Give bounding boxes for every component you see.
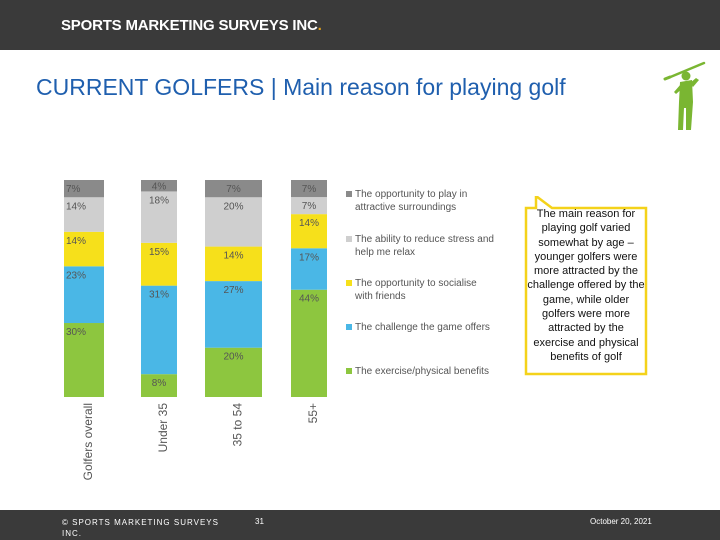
- brand-name: SPORTS MARKETING SURVEYS INC: [61, 17, 318, 34]
- bar-segment: [291, 248, 327, 290]
- category-label: Golfers overall: [81, 403, 95, 480]
- data-label: 15%: [149, 247, 169, 258]
- data-label: 44%: [299, 294, 319, 305]
- bar-segment: [141, 191, 177, 243]
- bar-segment: [291, 289, 327, 397]
- category-label: Under 35: [156, 403, 170, 453]
- bar-segment: [205, 281, 262, 348]
- page-number: 31: [255, 517, 264, 526]
- data-label: 4%: [152, 182, 167, 193]
- brand-dot: .: [317, 17, 322, 34]
- bars-group: 30% 23% 14% 14% 7% 8% 31% 15% 18% 4% 20% 27% 14% 20% 7…: [64, 180, 327, 397]
- page-title: CURRENT GOLFERS | Main reason for playin…: [36, 74, 566, 100]
- bar-segment: [291, 180, 327, 198]
- bar-segment: [64, 197, 104, 232]
- data-label: 20%: [223, 201, 243, 212]
- data-label: 18%: [149, 195, 169, 206]
- data-label: 14%: [223, 251, 243, 262]
- bar-segment: [291, 197, 327, 215]
- brand-logo: SPORTS MARKETING SURVEYS INC.: [61, 17, 322, 34]
- bar-segment: [64, 323, 104, 397]
- data-label: 7%: [66, 184, 81, 195]
- footer-bar: [0, 510, 720, 540]
- footer-date: October 20, 2021: [590, 517, 652, 526]
- data-label: 17%: [299, 252, 319, 263]
- legend-swatch: [346, 191, 352, 197]
- callout-text: The main reason for playing golf varied …: [527, 208, 645, 363]
- data-label: 14%: [66, 236, 86, 247]
- bar-segment: [291, 214, 327, 249]
- data-label: 14%: [66, 201, 86, 212]
- bar-segment: [64, 231, 104, 267]
- bar-segment: [64, 266, 104, 324]
- category-label: 55+: [306, 403, 320, 423]
- data-label: 31%: [149, 290, 169, 301]
- bar-segment: [141, 242, 177, 286]
- legend-label: The opportunity to socialise with friend…: [355, 278, 477, 302]
- bar-segment: [141, 374, 177, 397]
- category-labels: Golfers overall Under 35 35 to 54 55+: [81, 403, 320, 481]
- footer-copyright: © SPORTS MARKETING SURVEYS INC.: [62, 518, 219, 538]
- legend-label: The opportunity to play in attractive su…: [355, 189, 468, 213]
- category-label: 35 to 54: [231, 403, 245, 447]
- bar-segment: [141, 180, 177, 192]
- data-label: 7%: [302, 184, 317, 195]
- bar-segment: [205, 197, 262, 247]
- bar-segment: [205, 246, 262, 282]
- legend-swatch: [346, 280, 352, 286]
- data-label: 14%: [299, 218, 319, 229]
- data-label: 7%: [302, 201, 317, 212]
- data-label: 27%: [223, 285, 243, 296]
- bar-segment: [141, 285, 177, 375]
- golfer-icon: [663, 61, 706, 130]
- legend-swatch: [346, 236, 352, 242]
- header-bar: SPORTS MARKETING SURVEYS INC.: [0, 0, 720, 50]
- data-label: 8%: [152, 378, 167, 389]
- data-label: 20%: [223, 352, 243, 363]
- data-label: 7%: [226, 184, 241, 195]
- bar-segment: [64, 180, 104, 198]
- bar-segment: [205, 347, 262, 397]
- legend-swatch: [346, 368, 352, 374]
- data-label: 30%: [66, 327, 86, 338]
- legend-swatch: [346, 324, 352, 330]
- callout-bubble: [524, 196, 648, 376]
- legend-label: The ability to reduce stress and help me…: [355, 234, 494, 258]
- legend-label: The exercise/physical benefits: [355, 366, 489, 377]
- bar-segment: [205, 180, 262, 198]
- data-label: 23%: [66, 270, 86, 281]
- legend-label: The challenge the game offers: [355, 322, 490, 333]
